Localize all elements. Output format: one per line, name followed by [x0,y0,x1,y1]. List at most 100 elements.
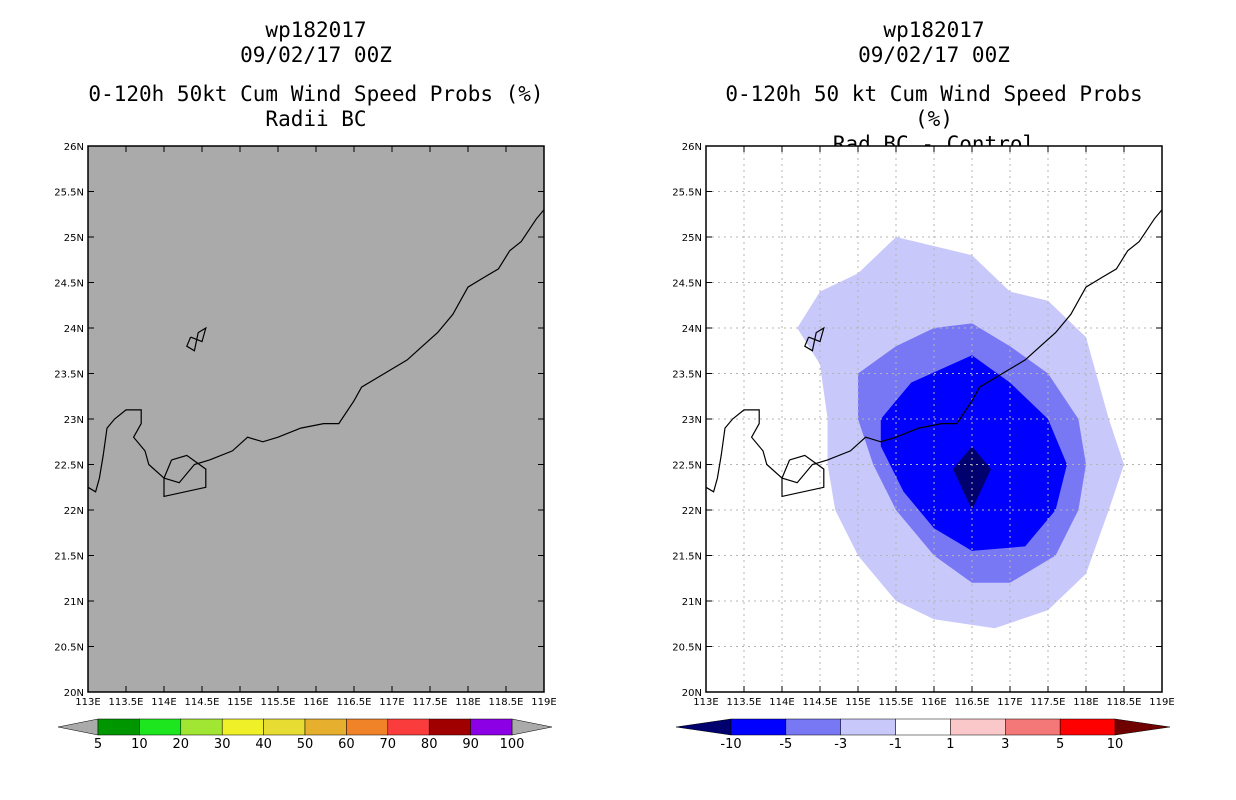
colorbar-label: 20 [173,737,190,752]
colorbar-label: 70 [380,737,397,752]
x-tick-label: 113E [693,697,718,708]
x-tick-label: 118E [1073,697,1098,708]
left-panel-title: wp182017 09/02/17 00Z 0-120h 50kt Cum Wi… [88,18,544,132]
y-tick-label: 23.5N [672,370,702,381]
y-tick-label: 23.5N [54,370,84,381]
y-tick-label: 21.5N [54,552,84,563]
coastline-delta [163,454,207,498]
colorbar-swatch [97,718,140,736]
y-tick-label: 25.5N [54,188,84,199]
y-tick-label: 24.5N [672,279,702,290]
x-tick-label: 115E [845,697,870,708]
colorbar-swatch [139,718,182,736]
y-tick-label: 24N [682,324,702,335]
x-tick-label: 117.5E [413,697,448,708]
colorbar-right-end [511,718,553,736]
colorbar-label: 100 [500,737,525,752]
colorbar-label: -1 [889,737,902,752]
y-tick-label: 23N [682,415,702,426]
y-tick-label: 21.5N [672,552,702,563]
left-subtitle: Radii BC [265,107,367,131]
colorbar-label: 50 [297,737,314,752]
y-tick-label: 21N [682,597,702,608]
y-tick-label: 21N [64,597,84,608]
colorbar-swatch [180,718,223,736]
x-tick-label: 114.5E [803,697,838,708]
x-tick-label: 115.5E [879,697,914,708]
colorbar-right-end [1114,718,1171,736]
contour-3 [953,446,991,510]
colorbar-swatch [470,718,513,736]
y-tick-label: 25.5N [672,188,702,199]
colorbar-label: 3 [1001,737,1009,752]
colorbar-swatch [304,718,347,736]
y-tick-label: 22.5N [672,461,702,472]
left-chart: 113E 113.5E 114E 114.5E 115E 115.5E 116E 116.5E… [54,142,556,752]
y-tick-label: 24.5N [54,279,84,290]
x-tick-label: 113.5E [109,697,144,708]
x-tick-label: 119E [1149,697,1174,708]
colorbar-label: -10 [720,737,741,752]
colorbar-label: 10 [1107,737,1124,752]
colorbar-label: 5 [1056,737,1064,752]
y-tick-label: 25N [64,233,84,244]
y-tick-label: 26N [64,142,84,153]
right-date: 09/02/17 00Z [858,43,1010,67]
colorbar-swatch [263,718,306,736]
colorbar-swatch [346,718,389,736]
colorbar-label: 60 [338,737,355,752]
colorbar-label: 90 [462,737,479,752]
right-variable-title: 0-120h 50 kt Cum Wind Speed Probs (%) [725,82,1143,131]
coastline-island [186,326,207,352]
colorbar-swatch [730,718,787,736]
y-tick-label: 23N [64,415,84,426]
colorbar-label: -5 [779,737,792,752]
right-storm-id: wp182017 [883,18,985,42]
x-tick-label: 114E [151,697,176,708]
coastline-island [804,326,825,352]
x-tick-label: 113E [75,697,100,708]
x-tick-label: 117.5E [1031,697,1066,708]
x-tick-label: 117E [997,697,1022,708]
colorbar-label: -3 [834,737,847,752]
x-tick-label: 115.5E [261,697,296,708]
colorbar-label: 30 [214,737,231,752]
y-tick-label: 22N [682,506,702,517]
colorbar-swatch [785,718,841,736]
x-tick-label: 113.5E [727,697,762,708]
y-tick-label: 20N [682,688,702,699]
y-tick-label: 26N [682,142,702,153]
x-tick-label: 118.5E [489,697,524,708]
y-tick-label: 24N [64,324,84,335]
x-tick-label: 116.5E [955,697,990,708]
x-tick-label: 118E [455,697,480,708]
colorbar-swatch [387,718,430,736]
y-tick-label: 20.5N [672,643,702,654]
colorbar-swatch [895,718,951,736]
colorbar-swatch [950,718,1006,736]
y-tick-label: 22N [64,506,84,517]
x-tick-label: 119E [531,697,556,708]
left-variable-title: 0-120h 50kt Cum Wind Speed Probs (%) [88,82,544,106]
coastline [87,209,545,493]
left-date: 09/02/17 00Z [240,43,392,67]
y-tick-label: 20.5N [54,643,84,654]
x-tick-label: 116.5E [337,697,372,708]
colorbar-label: 80 [421,737,438,752]
y-tick-label: 20N [64,688,84,699]
colorbar-left-end [57,718,99,736]
colorbar-label: 1 [946,737,954,752]
colorbar-label: 40 [255,737,272,752]
plot-area [88,146,544,692]
coastline-delta [781,454,825,498]
colorbar-swatch [840,718,896,736]
y-tick-label: 25N [682,233,702,244]
colorbar-swatch [428,718,471,736]
coastline [705,209,1163,493]
colorbar-left-end [675,718,732,736]
right-chart: 113E 113.5E 114E 114.5E 115E 115.5E 116E 116.5E… [672,142,1174,752]
x-tick-label: 114E [769,697,794,708]
colorbar-label: 10 [131,737,148,752]
colorbar-label: 5 [94,737,102,752]
colorbar-swatch [1005,718,1061,736]
